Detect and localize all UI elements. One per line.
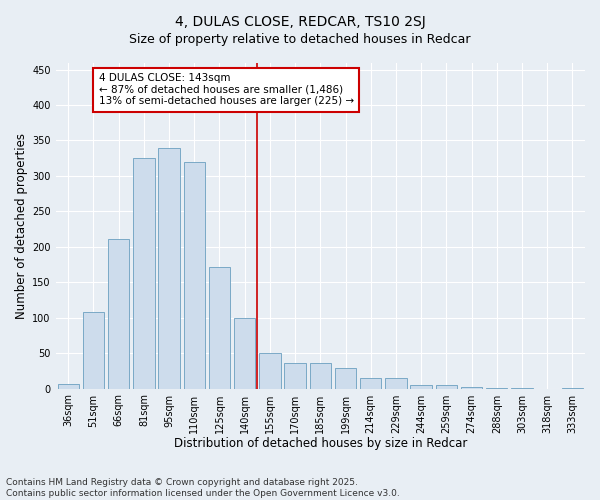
Bar [234, 318, 256, 388]
Bar [436, 385, 457, 388]
Bar [259, 353, 281, 388]
Bar [58, 384, 79, 388]
Bar [385, 378, 407, 388]
Text: Contains HM Land Registry data © Crown copyright and database right 2025.
Contai: Contains HM Land Registry data © Crown c… [6, 478, 400, 498]
Bar [83, 312, 104, 388]
Text: 4 DULAS CLOSE: 143sqm
← 87% of detached houses are smaller (1,486)
13% of semi-d: 4 DULAS CLOSE: 143sqm ← 87% of detached … [98, 73, 353, 106]
Bar [133, 158, 155, 388]
Bar [284, 363, 306, 388]
Bar [360, 378, 382, 388]
Text: 4, DULAS CLOSE, REDCAR, TS10 2SJ: 4, DULAS CLOSE, REDCAR, TS10 2SJ [175, 15, 425, 29]
Bar [410, 385, 432, 388]
Bar [310, 363, 331, 388]
Bar [108, 239, 130, 388]
X-axis label: Distribution of detached houses by size in Redcar: Distribution of detached houses by size … [173, 437, 467, 450]
Bar [184, 162, 205, 388]
Bar [335, 368, 356, 388]
Bar [158, 148, 180, 388]
Text: Size of property relative to detached houses in Redcar: Size of property relative to detached ho… [129, 32, 471, 46]
Bar [209, 266, 230, 388]
Bar [461, 387, 482, 388]
Y-axis label: Number of detached properties: Number of detached properties [15, 132, 28, 318]
